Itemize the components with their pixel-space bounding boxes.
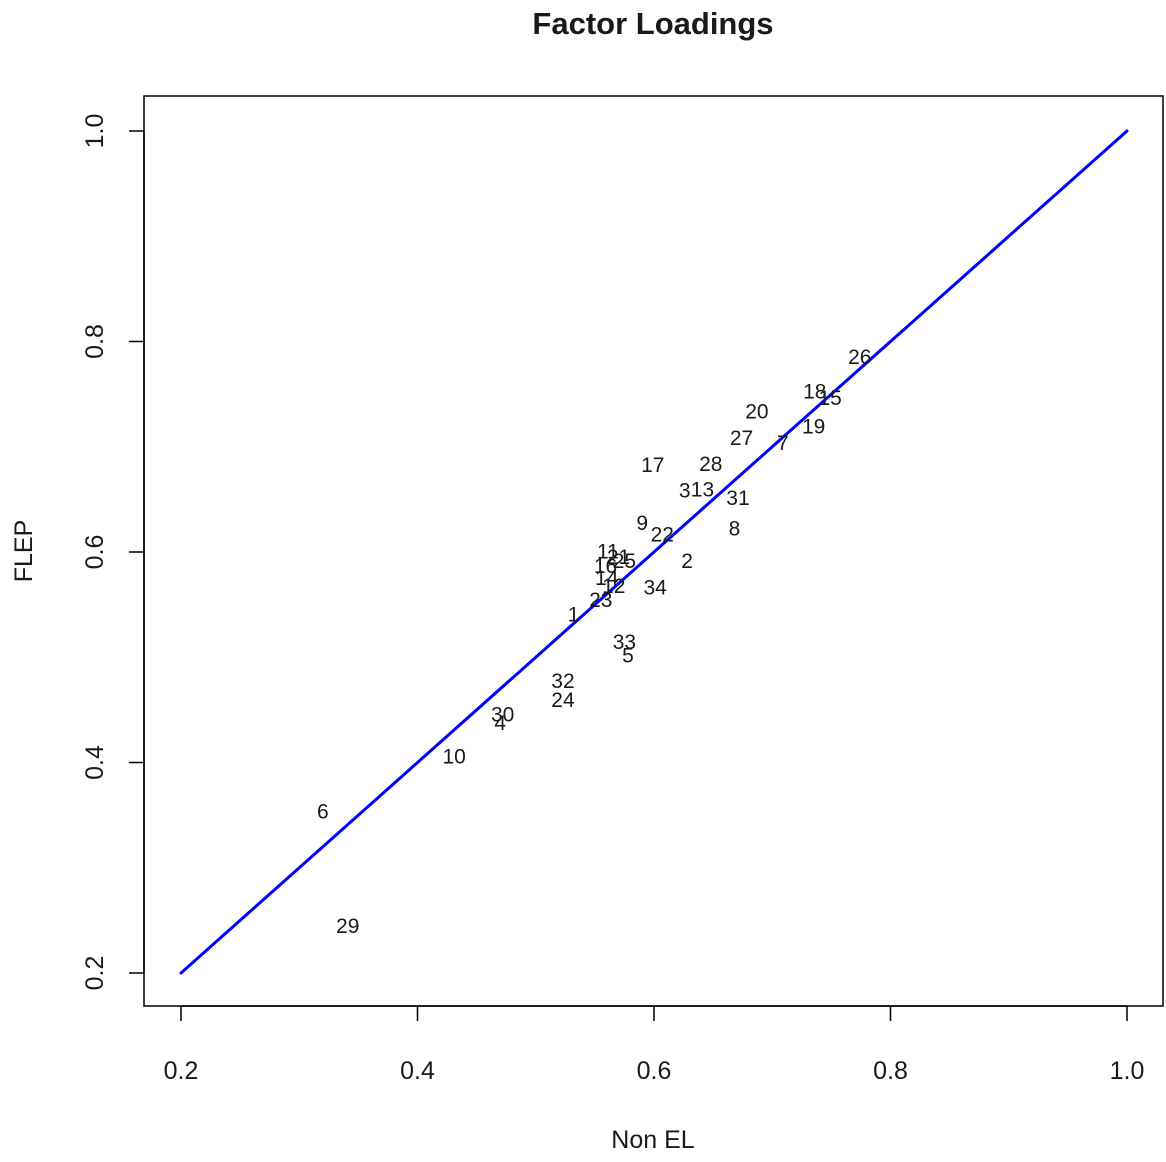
- data-point-label: 28: [699, 453, 722, 476]
- data-points-group: 1234567891011121314151617181920212223242…: [317, 346, 871, 938]
- x-tick-label: 1.0: [1110, 1057, 1145, 1085]
- y-axis-label: FLEP: [10, 520, 38, 583]
- data-point-label: 24: [551, 689, 575, 712]
- x-tick-label: 0.4: [400, 1057, 435, 1085]
- data-point-label: 33: [613, 631, 636, 654]
- data-point-label: 18: [803, 381, 826, 404]
- data-point-label: 23: [589, 589, 612, 612]
- data-point-label: 29: [336, 915, 359, 938]
- data-point-label: 6: [317, 800, 329, 823]
- data-point-label: 3: [679, 479, 691, 502]
- data-point-label: 5: [622, 645, 634, 668]
- data-point-label: 1: [568, 604, 580, 627]
- data-point-label: 15: [819, 387, 842, 410]
- data-point-label: 11: [597, 541, 619, 564]
- x-axis-label: Non EL: [611, 1126, 694, 1154]
- data-point-label: 30: [491, 704, 514, 727]
- data-point-label: 10: [442, 746, 465, 769]
- reference-line-group: [179, 129, 1129, 975]
- y-tick-label: 0.2: [81, 956, 109, 991]
- x-tick-label: 0.2: [164, 1057, 199, 1085]
- data-point-label: 2: [681, 550, 693, 573]
- data-point-label: 31: [726, 487, 749, 510]
- data-point-label: 26: [848, 346, 871, 369]
- x-tick-label: 0.8: [873, 1057, 908, 1085]
- data-point-label: 4: [494, 712, 506, 735]
- data-point-label: 21: [607, 546, 630, 569]
- data-point-label: 19: [802, 415, 825, 438]
- data-point-label: 16: [594, 555, 617, 578]
- data-point-label: 25: [613, 550, 636, 573]
- y-tick-label: 0.8: [81, 324, 109, 359]
- data-point-label: 13: [691, 478, 714, 501]
- data-point-label: 7: [777, 432, 789, 455]
- data-point-label: 14: [595, 567, 619, 590]
- data-point-label: 9: [636, 512, 648, 535]
- data-point-label: 12: [602, 575, 625, 598]
- y-tick-label: 0.4: [81, 745, 109, 780]
- y-axis: 0.2 0.4 0.6 0.8 1.0: [81, 114, 145, 991]
- data-point-label: 32: [551, 670, 574, 693]
- data-point-label: 27: [730, 427, 753, 450]
- data-point-label: 22: [651, 524, 674, 547]
- reference-line: [179, 129, 1129, 975]
- x-tick-label: 0.6: [637, 1057, 672, 1085]
- data-point-label: 8: [729, 517, 741, 540]
- chart-title: Factor Loadings: [532, 6, 773, 41]
- y-tick-label: 1.0: [81, 114, 109, 149]
- y-tick-label: 0.6: [81, 535, 109, 570]
- data-point-label: 34: [644, 576, 668, 599]
- data-point-label: 20: [745, 401, 768, 424]
- x-axis: 0.2 0.4 0.6 0.8 1.0: [164, 1005, 1145, 1085]
- data-point-label: 17: [641, 454, 664, 477]
